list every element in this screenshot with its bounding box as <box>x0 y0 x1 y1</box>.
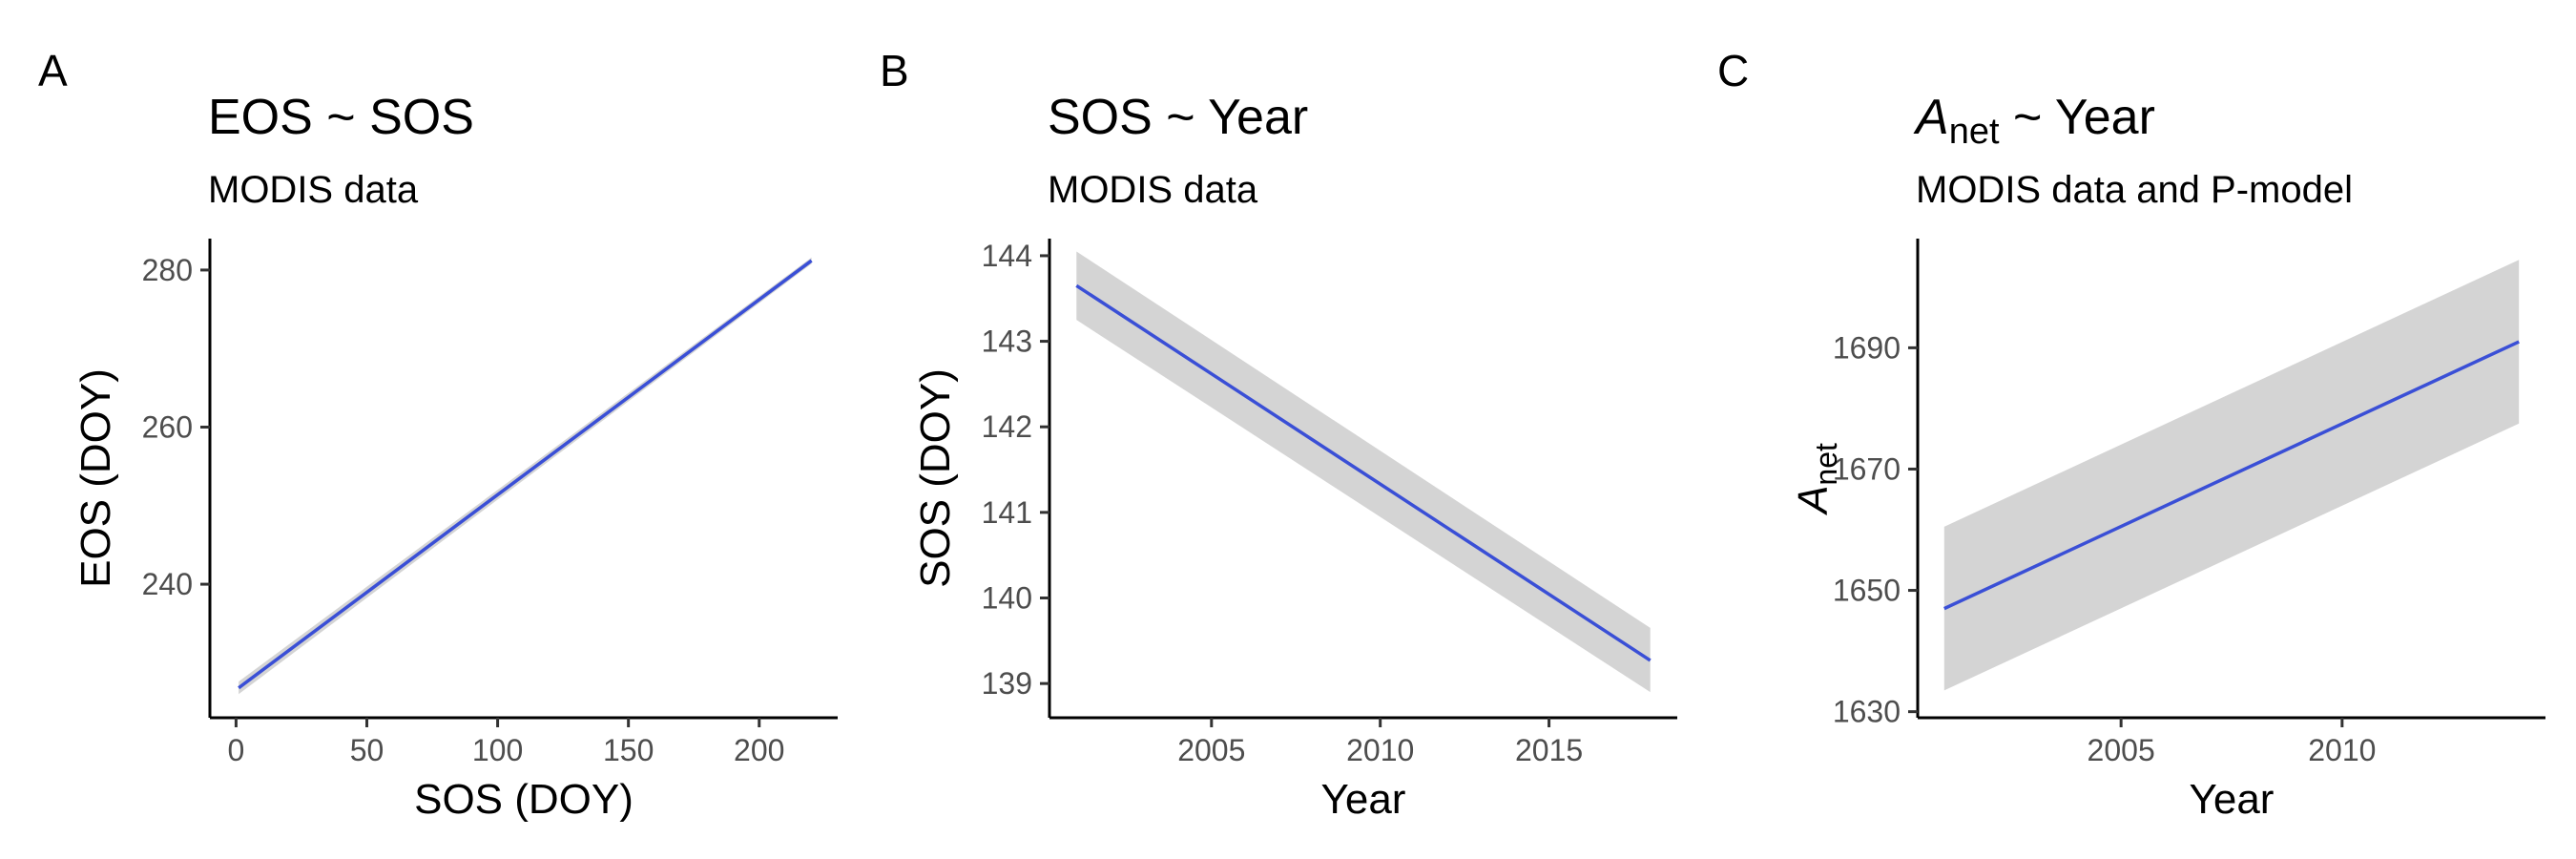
y-axis-title-main: SOS (DOY) <box>912 368 959 588</box>
chart-subtitle: MODIS data <box>1048 169 1258 211</box>
fit-line <box>1943 340 2520 611</box>
panel-letter: A <box>38 46 68 95</box>
chart-title: Anet ~ Year <box>1913 90 2155 152</box>
x-tick-label: 2010 <box>2308 733 2376 767</box>
x-axis-title: SOS (DOY) <box>414 776 634 823</box>
panel-b: B SOS ~ Year MODIS data 2005 2010 2015 139 140 1… <box>880 46 1677 823</box>
y-tick-label: 139 <box>982 666 1032 701</box>
chart-title-rest: ~ Year <box>2000 90 2155 145</box>
chart-title-main: EOS ~ SOS <box>208 90 474 145</box>
y-tick-label: 1650 <box>1833 574 1901 608</box>
y-axis-title: EOS (DOY) <box>73 368 119 588</box>
y-axis-title-subscript: net <box>1809 443 1843 486</box>
y-axis-title: SOS (DOY) <box>912 368 959 588</box>
y-tick-label: 1670 <box>1833 451 1901 486</box>
y-tick-label: 1630 <box>1833 695 1901 729</box>
y-tick-label: 280 <box>142 253 193 287</box>
x-tick-label: 150 <box>603 733 654 767</box>
chart-title-main: A <box>1913 90 1949 145</box>
y-tick-label: 142 <box>982 409 1032 444</box>
chart-subtitle: MODIS data and P-model <box>1916 169 2353 211</box>
chart-title: EOS ~ SOS <box>208 90 474 145</box>
y-tick-label: 260 <box>142 410 193 445</box>
fit-line <box>1075 283 1652 662</box>
chart-title: SOS ~ Year <box>1048 90 1308 145</box>
y-tick-label: 1690 <box>1833 330 1901 365</box>
x-axis-title: Year <box>1321 776 1406 823</box>
panel-c: C Anet ~ Year MODIS data and P-model 2005 20… <box>1717 46 2545 823</box>
panel-a: A EOS ~ SOS MODIS data 0 50 100 150 200 240 260 28… <box>38 46 838 823</box>
fit-line <box>238 259 813 690</box>
x-tick-label: 2005 <box>1177 733 1245 767</box>
x-tick-label: 2015 <box>1515 733 1583 767</box>
panel-letter: C <box>1717 46 1749 95</box>
x-tick-label: 2010 <box>1346 733 1414 767</box>
x-axis-title: Year <box>2190 776 2275 823</box>
x-tick-label: 50 <box>350 733 384 767</box>
x-tick-label: 0 <box>228 733 245 767</box>
panel-letter: B <box>880 46 909 95</box>
y-axis-title-main: EOS (DOY) <box>73 368 119 588</box>
x-tick-label: 100 <box>472 733 523 767</box>
y-tick-label: 140 <box>982 581 1032 616</box>
x-tick-label: 2005 <box>2088 733 2155 767</box>
y-axis-title-main: A <box>1790 486 1837 516</box>
x-tick-label: 200 <box>734 733 784 767</box>
chart-title-subscript: net <box>1949 112 2000 152</box>
chart-subtitle: MODIS data <box>208 169 419 211</box>
chart-title-main: SOS ~ Year <box>1048 90 1308 145</box>
y-tick-label: 240 <box>142 567 193 601</box>
y-axis-title: Anet <box>1790 443 1843 516</box>
y-tick-label: 141 <box>982 495 1032 530</box>
y-tick-label: 144 <box>982 239 1032 273</box>
y-tick-label: 143 <box>982 325 1032 359</box>
